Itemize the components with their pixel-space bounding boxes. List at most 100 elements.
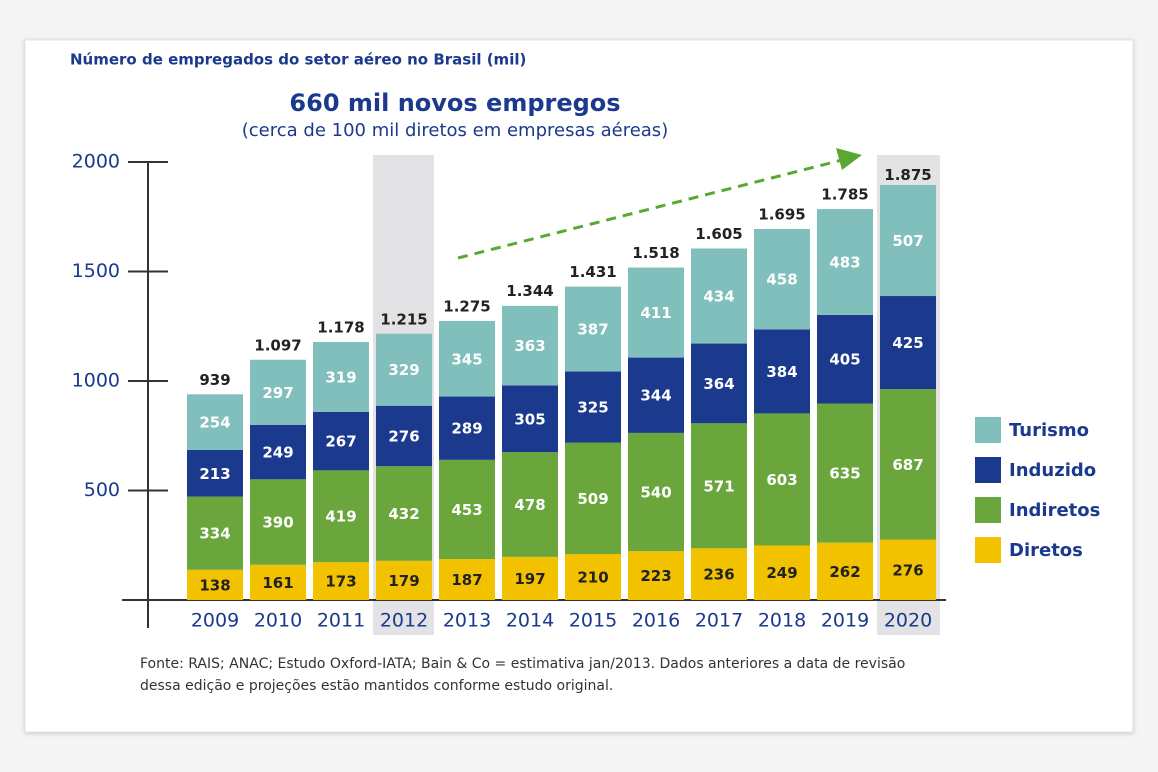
total-label: 1.695 [758, 205, 805, 223]
data-label: 276 [892, 561, 923, 579]
data-label: 236 [703, 566, 734, 584]
data-label: 434 [703, 288, 734, 306]
data-label: 325 [577, 398, 608, 416]
total-label: 1.785 [821, 186, 868, 204]
data-label: 507 [892, 232, 923, 250]
bar-segment [376, 560, 432, 600]
x-tick-label: 2014 [506, 610, 554, 632]
data-label: 276 [388, 427, 419, 445]
source-note: Fonte: RAIS; ANAC; Estudo Oxford-IATA; B… [140, 656, 905, 672]
total-label: 1.097 [254, 336, 301, 354]
bar-segment [817, 403, 873, 543]
bar-segment [439, 396, 495, 460]
bar-segment [817, 542, 873, 600]
data-label: 432 [388, 505, 419, 523]
bar-segment [250, 479, 306, 565]
x-tick-label: 2009 [191, 610, 239, 632]
bar-segment [313, 470, 369, 563]
bar-segment [565, 554, 621, 600]
data-label: 161 [262, 574, 293, 592]
legend-swatch [975, 457, 1001, 483]
bar-segment [565, 442, 621, 555]
data-label: 173 [325, 573, 356, 591]
bar-segment [313, 342, 369, 412]
data-label: 425 [892, 334, 923, 352]
bar-segment [313, 562, 369, 600]
bar-segment [376, 405, 432, 467]
x-tick-label: 2015 [569, 610, 617, 632]
data-label: 213 [199, 465, 230, 483]
legend-swatch [975, 417, 1001, 443]
data-label: 405 [829, 351, 860, 369]
x-tick-label: 2018 [758, 610, 806, 632]
x-tick-label: 2017 [695, 610, 743, 632]
bar-segment [817, 209, 873, 315]
total-label: 1.178 [317, 319, 364, 337]
bar-segment [628, 267, 684, 358]
data-label: 179 [388, 572, 419, 590]
data-label: 223 [640, 567, 671, 585]
bar-segment [250, 359, 306, 425]
data-label: 297 [262, 384, 293, 402]
data-label: 635 [829, 465, 860, 483]
data-label: 364 [703, 375, 734, 393]
data-label: 419 [325, 508, 356, 526]
bar-segment [691, 248, 747, 344]
data-label: 329 [388, 361, 419, 379]
data-label: 458 [766, 271, 797, 289]
data-label: 267 [325, 433, 356, 451]
data-label: 345 [451, 350, 482, 368]
y-tick-label: 1000 [72, 370, 120, 392]
bar-segment [880, 296, 936, 390]
data-label: 289 [451, 420, 482, 438]
bar-segment [502, 452, 558, 557]
bar-segment [565, 371, 621, 443]
data-label: 384 [766, 363, 797, 381]
subtitle: (cerca de 100 mil diretos em empresas aé… [242, 120, 668, 141]
data-label: 344 [640, 387, 671, 405]
bar-segment [691, 548, 747, 600]
bar-segment [502, 305, 558, 386]
x-tick-label: 2013 [443, 610, 491, 632]
y-tick-label: 500 [84, 479, 120, 501]
total-label: 1.215 [380, 310, 427, 328]
bar-segment [439, 459, 495, 560]
data-label: 453 [451, 501, 482, 519]
trend-arrow-head [836, 148, 862, 170]
x-tick-label: 2019 [821, 610, 869, 632]
bar-segment [817, 314, 873, 404]
data-label: 603 [766, 471, 797, 489]
data-label: 334 [199, 525, 230, 543]
total-label: 1.605 [695, 225, 742, 243]
bar-segment [565, 286, 621, 372]
bar-segment [754, 413, 810, 546]
bar-segment [628, 432, 684, 552]
data-label: 249 [766, 564, 797, 582]
x-tick-label: 2011 [317, 610, 365, 632]
bar-segment [691, 423, 747, 549]
bar-segment [187, 569, 243, 600]
total-label: 1.431 [569, 263, 616, 281]
y-tick-label: 1500 [72, 260, 120, 282]
x-tick-label: 2012 [380, 610, 428, 632]
x-tick-label: 2010 [254, 610, 302, 632]
total-label: 1.518 [632, 244, 679, 262]
data-label: 363 [514, 337, 545, 355]
data-label: 540 [640, 484, 671, 502]
data-label: 478 [514, 496, 545, 514]
bar-segment [628, 357, 684, 433]
bar-segment [187, 394, 243, 450]
bar-segment [754, 329, 810, 414]
data-label: 187 [451, 571, 482, 589]
bar-segment [187, 496, 243, 570]
bar-segment [313, 411, 369, 471]
bar-segment [187, 449, 243, 497]
data-label: 387 [577, 320, 608, 338]
legend-label: Indiretos [1009, 500, 1100, 521]
legend-label: Diretos [1009, 540, 1083, 561]
bar-segment [502, 556, 558, 600]
data-label: 687 [892, 456, 923, 474]
data-label: 319 [325, 368, 356, 386]
